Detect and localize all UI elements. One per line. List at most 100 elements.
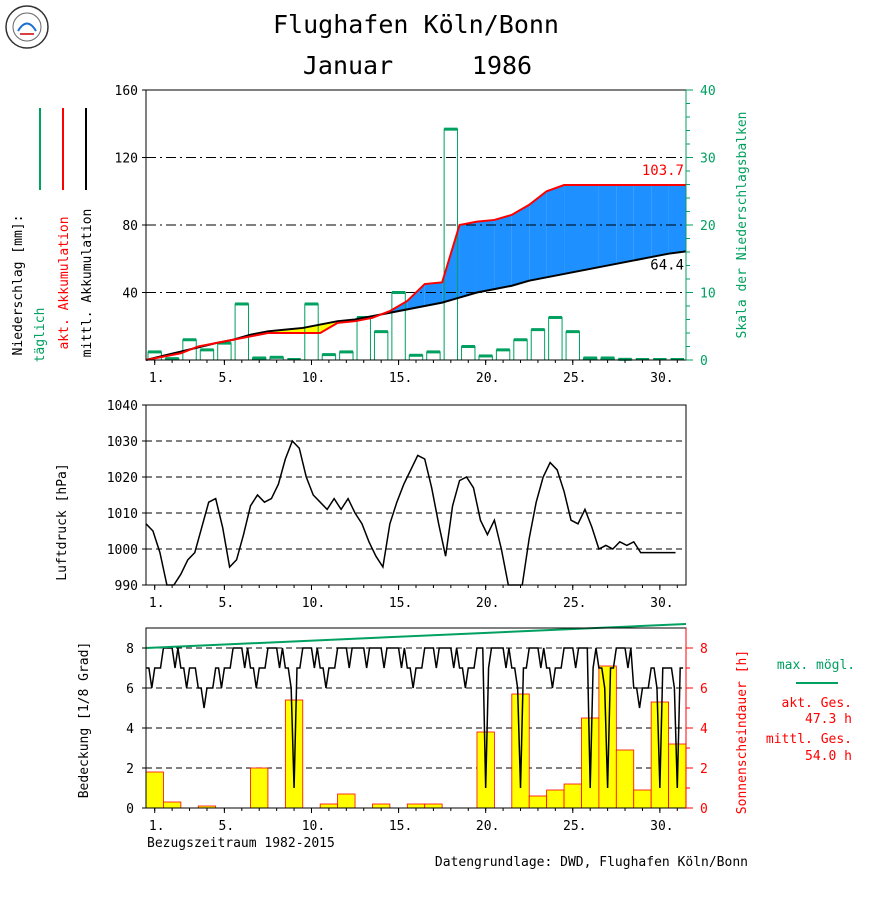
sunshine-bar xyxy=(406,803,426,809)
accumulation-diff-fill xyxy=(668,185,686,254)
cloud-xtick-label: 15. xyxy=(389,819,412,834)
precip-ytick-label: 40 xyxy=(122,287,138,302)
daily-precip-bar xyxy=(217,342,232,361)
sunshine-bar xyxy=(145,771,164,809)
precip-y2tick-label: 40 xyxy=(700,84,716,99)
cloud-ylabel: Bedeckung [1/8 Grad] xyxy=(77,642,92,799)
title-year: 1986 xyxy=(472,51,532,80)
cloud-xtick-label: 10. xyxy=(302,819,325,834)
sunshine-bar xyxy=(163,801,182,809)
sunshine-bar xyxy=(372,803,391,809)
final-mean-label: 64.4 xyxy=(650,257,684,273)
daily-precip-bar xyxy=(548,316,563,361)
accumulation-diff-fill xyxy=(494,214,512,290)
legend-mean-total-label: mittl. Ges. xyxy=(766,732,852,747)
pressure-line xyxy=(145,439,676,586)
pressure-frame xyxy=(145,404,687,586)
pressure-xtick-label: 1. xyxy=(149,596,165,611)
daily-precip-bar xyxy=(565,331,580,361)
precip-y2tick-label: 10 xyxy=(700,287,716,302)
sunshine-bar xyxy=(633,789,652,809)
legend-actual-total-value: 47.3 h xyxy=(805,712,852,727)
pressure-xtick-label: 5. xyxy=(219,596,235,611)
accumulation-diff-fill xyxy=(442,225,460,303)
precip-y2tick-label: 20 xyxy=(700,219,716,234)
precip-y2tick-label: 30 xyxy=(700,152,716,167)
actual-accumulation-line xyxy=(145,184,686,361)
pressure-ytick-label: 1010 xyxy=(107,507,138,522)
accumulation-diff-fill xyxy=(407,284,425,310)
cloud-xtick-label: 20. xyxy=(476,819,499,834)
cloud-cover-line xyxy=(146,647,684,789)
accumulation-diff-fill xyxy=(651,185,669,258)
dwd-seal-logo xyxy=(4,4,50,50)
final-actual-label: 103.7 xyxy=(642,163,684,179)
pressure-ytick-label: 1040 xyxy=(107,399,138,414)
pressure-ylabel: Luftdruck [hPa] xyxy=(55,463,70,580)
daily-precip-bar xyxy=(461,346,476,361)
pressure-xtick-label: 20. xyxy=(476,596,499,611)
sunshine-bar xyxy=(511,693,530,809)
precip-ylabel: Niederschlag [mm]: xyxy=(11,215,26,356)
daily-precip-bar xyxy=(356,316,371,361)
precip-ytick-label: 80 xyxy=(122,219,138,234)
precip-xtick-label: 15. xyxy=(389,371,412,386)
cloud-xtick-label: 30. xyxy=(650,819,673,834)
precip-y2-label: Skala der Niederschlagsbalken xyxy=(735,112,750,339)
sunshine-bar xyxy=(250,767,269,809)
pressure-ytick-label: 1000 xyxy=(107,543,138,558)
sunshine-bar xyxy=(615,749,635,809)
title-line1: Flughafen Köln/Bonn xyxy=(273,10,559,39)
cloud-ytick-label: 2 xyxy=(126,762,134,777)
accumulation-diff-fill xyxy=(564,185,582,274)
sunshine-bar xyxy=(319,803,339,809)
daily-precip-bar xyxy=(513,339,528,361)
sunshine-bar xyxy=(337,793,356,809)
legend-mean-total-value: 54.0 h xyxy=(805,749,852,764)
cloud-ytick-label: 4 xyxy=(126,722,134,737)
title-month: Januar xyxy=(303,51,393,80)
sunshine-bar xyxy=(284,699,304,809)
accumulation-diff-fill xyxy=(598,185,617,268)
cloud-xtick-label: 1. xyxy=(149,819,165,834)
pressure-xtick-label: 25. xyxy=(563,596,586,611)
precip-y2tick-label: 0 xyxy=(700,354,708,369)
pressure-ytick-label: 990 xyxy=(115,579,138,594)
precip-xtick-label: 10. xyxy=(302,371,325,386)
accumulation-diff-fill xyxy=(459,221,477,298)
precip-xtick-label: 5. xyxy=(219,371,235,386)
pressure-xtick-label: 30. xyxy=(650,596,673,611)
accumulation-diff-fill xyxy=(476,219,495,293)
sun-y2tick-label: 4 xyxy=(700,722,708,737)
sunshine-bar xyxy=(424,803,443,809)
precip-ytick-label: 120 xyxy=(115,152,138,167)
sun-ylabel: Sonnenscheindauer [h] xyxy=(735,650,750,814)
accumulation-diff-fill xyxy=(633,185,652,261)
precip-xtick-label: 1. xyxy=(149,371,165,386)
daily-precip-bar xyxy=(530,329,546,361)
sun-y2tick-label: 2 xyxy=(700,762,708,777)
pressure-xtick-label: 10. xyxy=(302,596,325,611)
legend-max-possible: max. mögl. xyxy=(777,658,855,673)
precip-xtick-label: 20. xyxy=(476,371,499,386)
daily-precip-bar xyxy=(373,331,389,361)
footer-period: Bezugszeitraum 1982-2015 xyxy=(147,836,335,851)
cloud-ytick-label: 6 xyxy=(126,682,134,697)
sunshine-bar xyxy=(546,789,565,809)
legend-mean-label: mittl. Akkumulation xyxy=(80,209,95,358)
sunshine-bar xyxy=(528,795,548,809)
accumulation-diff-fill xyxy=(511,204,530,286)
pressure-ytick-label: 1030 xyxy=(107,435,138,450)
cloud-xtick-label: 5. xyxy=(219,819,235,834)
accumulation-diff-fill xyxy=(581,185,599,271)
accumulation-diff-fill xyxy=(616,185,634,264)
footer-source: Datengrundlage: DWD, Flughafen Köln/Bonn xyxy=(435,855,748,870)
daily-precip-bar xyxy=(234,303,250,361)
accumulation-diff-fill xyxy=(546,185,565,278)
sun-y2tick-label: 8 xyxy=(700,642,708,657)
pressure-ytick-label: 1020 xyxy=(107,471,138,486)
cloud-ytick-label: 0 xyxy=(126,802,134,817)
daily-precip-bar xyxy=(199,349,215,361)
legend-actual-label: akt. Akkumulation xyxy=(57,216,72,349)
